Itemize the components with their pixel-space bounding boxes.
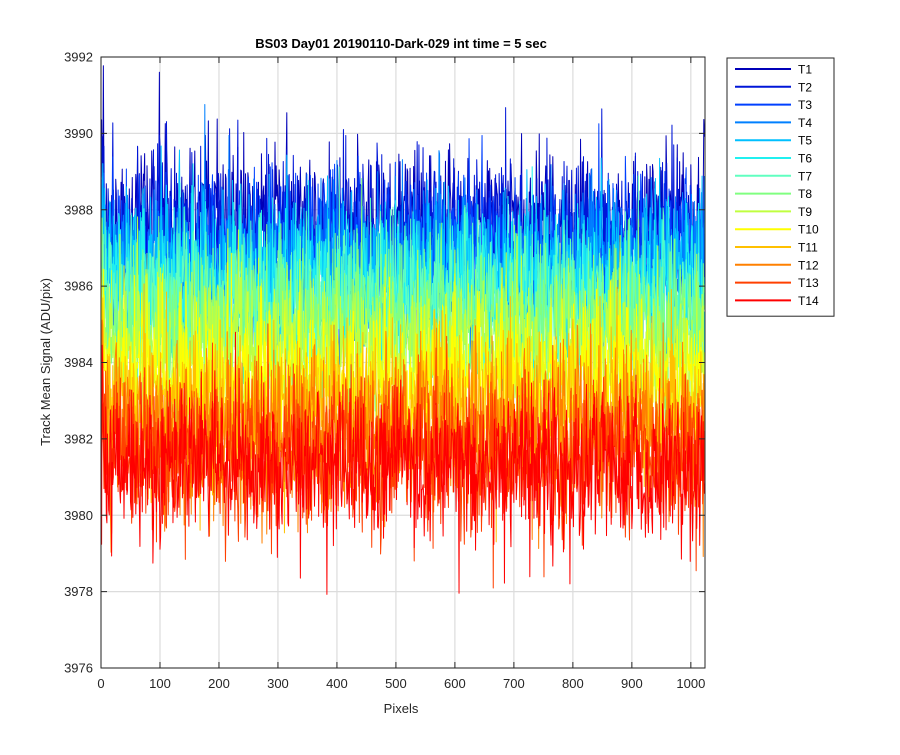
chart-title: BS03 Day01 20190110-Dark-029 int time = … [255, 36, 547, 51]
legend-label: T5 [798, 134, 812, 148]
legend-label: T2 [798, 80, 812, 94]
legend-label: T11 [798, 241, 818, 255]
x-tick-label: 1000 [676, 676, 705, 691]
x-tick-label: 700 [503, 676, 525, 691]
legend-label: T9 [798, 205, 812, 219]
legend-label: T12 [798, 258, 819, 272]
y-axis-label: Track Mean Signal (ADU/pix) [38, 278, 53, 446]
legend-label: T1 [798, 63, 812, 77]
x-tick-label: 200 [208, 676, 230, 691]
x-tick-label: 600 [444, 676, 466, 691]
y-tick-label: 3992 [64, 50, 93, 65]
x-tick-label: 100 [149, 676, 171, 691]
legend-label: T10 [798, 223, 819, 237]
y-tick-label: 3990 [64, 126, 93, 141]
legend-label: T4 [798, 116, 812, 130]
y-tick-label: 3980 [64, 508, 93, 523]
legend-label: T14 [798, 294, 819, 308]
x-tick-label: 900 [621, 676, 643, 691]
legend-label: T7 [798, 169, 812, 183]
y-tick-label: 3976 [64, 661, 93, 676]
x-tick-label: 800 [562, 676, 584, 691]
y-tick-label: 3978 [64, 584, 93, 599]
legend-label: T6 [798, 152, 812, 166]
axes: 0 100 200 300 400 500 600 700 800 900 1000 3976 3978… [64, 50, 706, 691]
x-tick-label: 300 [267, 676, 289, 691]
x-tick-label: 0 [97, 676, 104, 691]
series-line-t14 [100, 331, 705, 595]
legend-label: T3 [798, 98, 812, 112]
y-tick-label: 3982 [64, 431, 93, 446]
y-tick-label: 3984 [64, 355, 93, 370]
legend-label: T13 [798, 276, 819, 290]
legend-label: T8 [798, 187, 812, 201]
series-lines [100, 65, 705, 595]
legend: T1 T2 T3 T4 T5 T6 T7 T8 T9 T10 T11 T12 T13 T14 [726, 57, 835, 317]
legend-box [726, 57, 835, 317]
series-line-t13 [100, 323, 705, 589]
y-tick-label: 3988 [64, 202, 93, 217]
x-axis-label: Pixels [384, 701, 419, 716]
x-tick-label: 400 [326, 676, 348, 691]
x-tick-label: 500 [385, 676, 407, 691]
y-tick-label: 3986 [64, 279, 93, 294]
